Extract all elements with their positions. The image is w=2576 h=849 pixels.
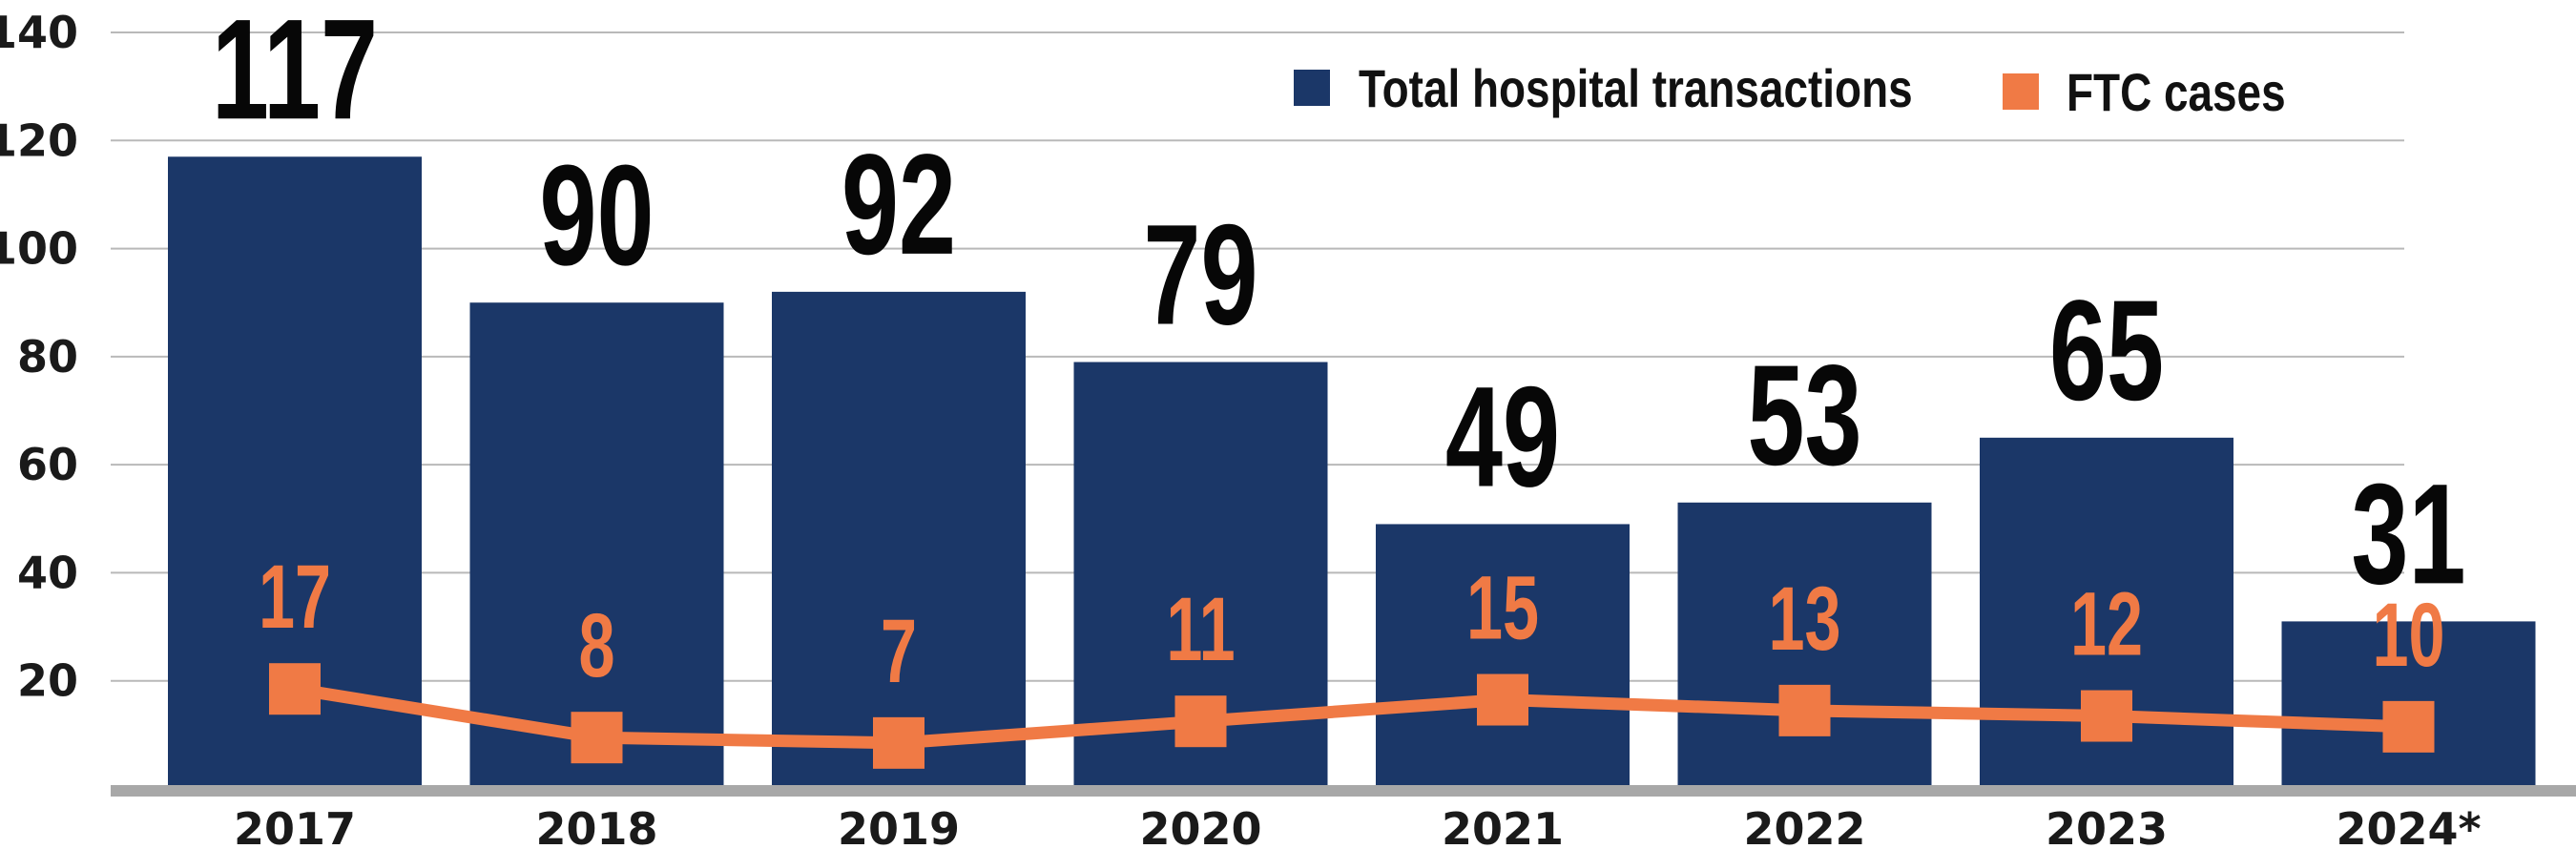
bar-value-label: 53 [1747, 335, 1861, 495]
x-tick-label: 2018 [535, 803, 657, 849]
y-tick-label: 80 [17, 331, 78, 383]
x-axis-line [111, 785, 2576, 797]
bar-2022 [1677, 502, 1932, 789]
bar-value-label: 117 [212, 0, 378, 149]
x-tick-label: 2022 [1743, 803, 1865, 849]
bar-value-label: 65 [2049, 270, 2164, 430]
y-tick-label: 140 [0, 7, 78, 58]
ftc-value-label: 11 [1166, 578, 1235, 680]
legend-swatch-total [1294, 70, 1330, 106]
legend: Total hospital transactions FTC cases [1294, 59, 2286, 122]
y-tick-label: 20 [17, 655, 78, 707]
legend-label-ftc: FTC cases [2067, 63, 2286, 122]
ftc-marker-2019 [873, 716, 924, 769]
y-axis: 20 40 60 80 100 120 140 [0, 7, 78, 707]
ftc-line [293, 682, 2409, 750]
x-tick-label: 2024* [2336, 803, 2481, 849]
y-tick-label: 40 [17, 547, 78, 598]
y-tick-label: 100 [0, 223, 78, 275]
bar-value-label: 49 [1445, 357, 1560, 517]
ftc-marker-2022 [1778, 684, 1831, 736]
ftc-value-label: 12 [2070, 572, 2143, 674]
x-tick-label: 2020 [1139, 803, 1261, 849]
ftc-marker-2024* [2382, 700, 2435, 753]
ftc-value-label: 8 [578, 594, 614, 696]
ftc-value-label: 7 [881, 600, 917, 702]
x-tick-label: 2017 [234, 803, 356, 849]
x-axis: 2017 2018 2019 2020 2021 2022 2023 2024* [234, 803, 2482, 849]
ftc-value-label: 15 [1466, 556, 1539, 658]
ftc-marker-2023 [2081, 690, 2132, 742]
ftc-marker-2020 [1174, 695, 1227, 748]
ftc-value-label: 10 [2372, 584, 2444, 686]
ftc-value-label: 13 [1768, 568, 1840, 670]
x-tick-label: 2021 [1442, 803, 1564, 849]
y-tick-label: 60 [17, 439, 78, 490]
bar-value-label: 90 [539, 135, 654, 296]
bar-value-label: 31 [2351, 454, 2465, 614]
x-tick-label: 2019 [838, 803, 960, 849]
ftc-line-series: 17 8 7 11 15 13 12 10 [259, 546, 2445, 769]
ftc-value-label: 17 [259, 546, 331, 648]
legend-swatch-ftc [2003, 73, 2039, 110]
x-tick-label: 2023 [2046, 803, 2168, 849]
bar-2021 [1376, 524, 1630, 789]
ftc-marker-2017 [269, 663, 321, 715]
y-tick-label: 120 [0, 114, 78, 166]
bar-2018 [469, 302, 724, 789]
bar-2019 [772, 291, 1026, 789]
bar-value-label: 79 [1143, 195, 1257, 355]
bar-value-label: 92 [841, 124, 956, 284]
ftc-marker-2021 [1477, 673, 1528, 726]
legend-label-total: Total hospital transactions [1359, 59, 1913, 118]
ftc-marker-2018 [571, 712, 623, 764]
